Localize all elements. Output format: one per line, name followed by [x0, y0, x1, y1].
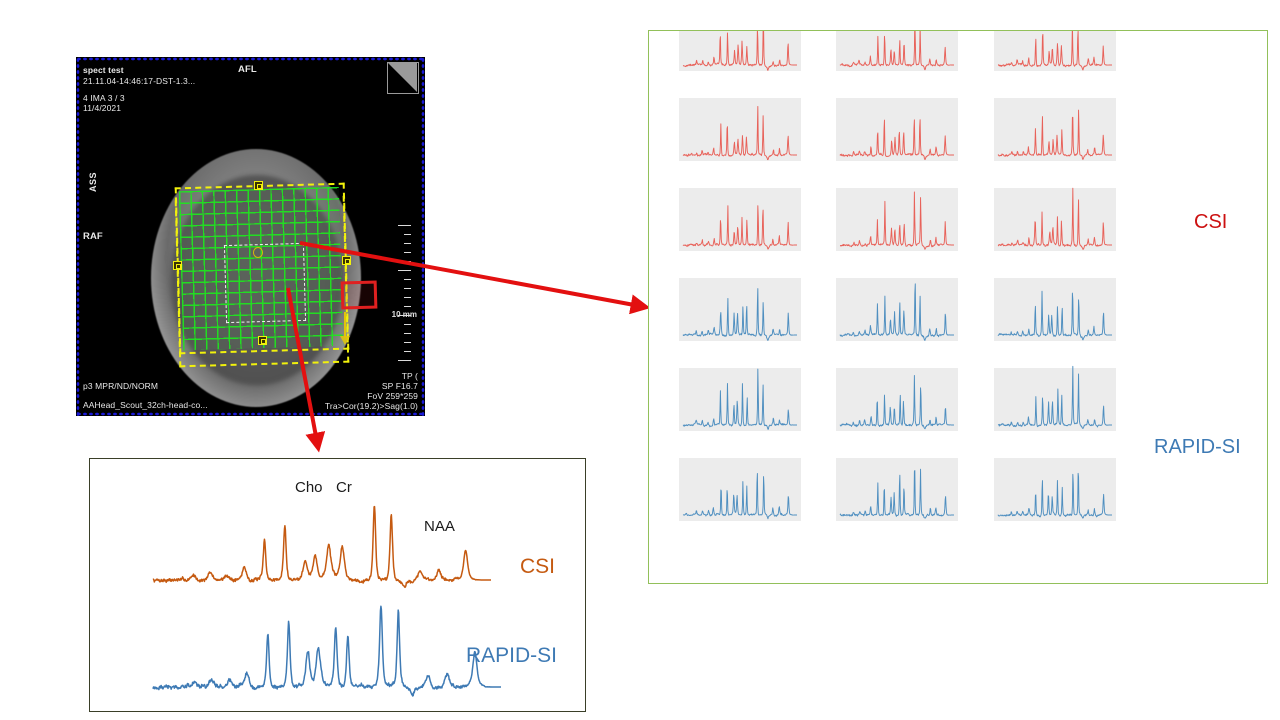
mri-border-right — [421, 57, 425, 416]
fov-handle-bottom[interactable] — [258, 336, 267, 345]
peak-label-cho: Cho — [295, 479, 323, 496]
spectrum-tile[interactable] — [836, 278, 958, 341]
mri-orientation-top: AFL — [238, 64, 257, 75]
mri-border-left — [76, 57, 80, 416]
csi-trace — [152, 505, 492, 589]
spectrum-tile[interactable] — [679, 188, 801, 251]
spectrum-tile[interactable] — [836, 98, 958, 161]
spectrum-tile-trace — [839, 283, 955, 341]
mri-param-sp: SP F16.7 — [381, 381, 418, 391]
mri-protocol-line2: AAHead_Scout_32ch-head-co... — [83, 400, 208, 410]
peak-label-naa: NAA — [424, 518, 455, 535]
spectrum-tile-trace — [682, 288, 798, 341]
spectrum-tile-trace — [997, 365, 1113, 430]
fov-handle-left[interactable] — [173, 261, 182, 270]
spectrum-tile-trace — [682, 205, 798, 250]
spectrum-tile-trace — [839, 31, 955, 71]
mri-image-number: 4 IMA 3 / 3 — [83, 93, 125, 103]
spectrum-tile-trace — [682, 105, 798, 161]
mri-date: 11/4/2021 — [83, 103, 122, 113]
spectrum-tile[interactable] — [994, 278, 1116, 341]
voxel-spectra-traces — [679, 31, 1116, 521]
spectrum-tile-trace — [997, 472, 1113, 519]
spectrum-tile[interactable] — [836, 188, 958, 251]
spectrum-tile-trace — [997, 187, 1113, 250]
spectrum-tile-trace — [682, 473, 798, 520]
spectrum-tile[interactable] — [994, 31, 1116, 71]
legend-rapidsi-grid: RAPID-SI — [1154, 436, 1241, 458]
spectrum-tile[interactable] — [679, 98, 801, 161]
spectrum-tile[interactable] — [994, 98, 1116, 161]
fov-handle-top[interactable] — [254, 181, 263, 190]
fov-handle-right[interactable] — [342, 256, 351, 265]
voxel-spectra-grid-panel: CSI RAPID-SI — [648, 30, 1268, 584]
mri-localizer-image[interactable]: spect test 21.11.04-14:46:17-DST-1.3... … — [76, 57, 425, 416]
spectrum-tile-trace — [997, 31, 1113, 71]
rapidsi-trace — [152, 605, 502, 697]
spectrum-tile[interactable] — [994, 368, 1116, 431]
spectrum-tile[interactable] — [994, 458, 1116, 521]
spectrum-tile-trace — [839, 468, 955, 519]
zoomed-spectra-panel: Cho Cr NAA CSI RAPID-SI — [89, 458, 586, 712]
legend-csi-grid: CSI — [1194, 211, 1228, 233]
scale-label: 10 mm — [391, 310, 417, 319]
mri-border-top — [76, 57, 425, 61]
peak-label-cr: Cr — [336, 479, 352, 496]
spectrum-tile[interactable] — [679, 458, 801, 521]
spectrum-tile-trace — [839, 119, 955, 160]
orientation-arrow-icon — [340, 312, 350, 348]
mri-border-bottom — [76, 412, 425, 416]
isocenter-marker-icon — [253, 247, 263, 258]
mri-series-name: spect test — [83, 65, 124, 75]
spectrum-tile[interactable] — [836, 368, 958, 431]
selected-voxel-box[interactable] — [340, 280, 378, 310]
orientation-cube-icon — [387, 62, 419, 94]
mri-study-uid: 21.11.04-14:46:17-DST-1.3... — [83, 76, 196, 86]
mri-orientation-vertical: ASS — [88, 171, 98, 192]
spectrum-tile[interactable] — [994, 188, 1116, 251]
spectrum-tile[interactable] — [679, 368, 801, 431]
voi-box[interactable] — [223, 242, 307, 324]
spectra-traces — [152, 505, 502, 697]
spectrum-tile-trace — [682, 368, 798, 430]
spectrum-tile[interactable] — [836, 458, 958, 521]
spectrum-tile-trace — [997, 290, 1113, 341]
mri-protocol-line1: p3 MPR/ND/NORM — [83, 381, 159, 391]
mri-param-fov: FoV 259*259 — [367, 391, 418, 401]
mri-param-tp: TP ( — [401, 371, 418, 381]
spectrum-tile-trace — [839, 191, 955, 250]
spectrum-tile-trace — [997, 109, 1113, 160]
legend-csi-bottom: CSI — [520, 555, 556, 578]
spectrum-tile-trace — [839, 375, 955, 430]
scale-ruler — [397, 225, 411, 365]
spectrum-tile-trace — [682, 31, 798, 71]
mri-orientation-left: RAF — [83, 231, 103, 242]
spectrum-tile[interactable] — [679, 278, 801, 341]
mri-param-orientation: Tra>Cor(19.2)>Sag(1.0) — [324, 401, 418, 411]
legend-rapidsi-bottom: RAPID-SI — [466, 644, 558, 667]
